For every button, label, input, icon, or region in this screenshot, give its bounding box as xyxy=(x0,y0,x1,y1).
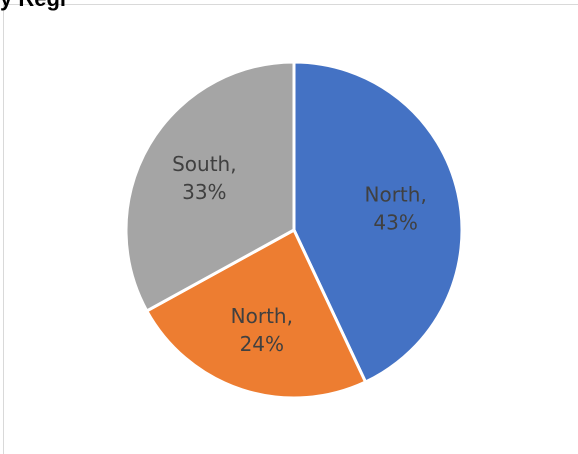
pie-slices xyxy=(124,60,464,400)
slice-category-label: South, xyxy=(172,152,236,176)
slice-category-label: North, xyxy=(231,304,293,328)
slice-percent-label: 24% xyxy=(240,332,284,356)
slice-category-label: North, xyxy=(365,182,427,206)
pie-slice-north-1 xyxy=(292,60,464,385)
pie-slice-south-3 xyxy=(124,60,296,313)
slice-data-label-2: North, 24% xyxy=(231,304,293,356)
pie-labels: North, 43% North, 24% South, 33% xyxy=(172,152,427,356)
chart-area-border xyxy=(3,4,578,454)
slice-percent-label: 43% xyxy=(373,210,417,234)
pie-slice-north-2 xyxy=(144,227,368,400)
slice-data-label-3: South, 33% xyxy=(172,152,236,204)
slice-data-label-1: North, 43% xyxy=(365,182,427,234)
slice-percent-label: 33% xyxy=(182,180,226,204)
chart-title: y Regi xyxy=(0,0,66,12)
